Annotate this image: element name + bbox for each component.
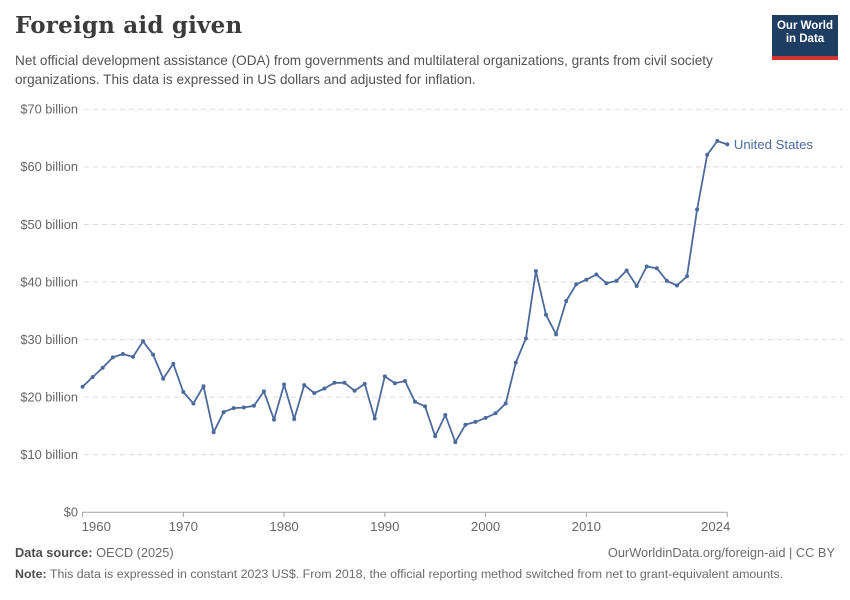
data-source: Data source: OECD (2025) [15,545,174,560]
line-chart: $0 $10 billion $20 billion $30 billion $40 b… [20,102,843,534]
note-label: Note: [15,567,47,581]
data-point-1966[interactable] [141,339,145,344]
x-axis-label-1970: 1970 [169,519,198,534]
data-point-1960[interactable] [80,384,85,389]
data-point-1977[interactable] [251,403,256,408]
data-point-2005[interactable] [533,269,538,274]
data-point-2023[interactable] [715,139,720,143]
data-point-1978[interactable] [261,389,266,394]
data-point-1962[interactable] [100,365,105,370]
data-point-2021[interactable] [695,207,700,212]
data-point-1969[interactable] [171,361,176,366]
data-point-1985[interactable] [332,380,337,385]
data-point-2012[interactable] [604,281,609,286]
data-point-2022[interactable] [705,152,710,157]
data-point-1996[interactable] [443,413,448,417]
data-point-1995[interactable] [433,434,438,439]
data-point-2014[interactable] [624,268,629,273]
data-point-1968[interactable] [161,376,166,381]
data-point-1967[interactable] [151,352,156,357]
data-point-2024[interactable] [725,142,730,147]
data-point-1984[interactable] [322,386,327,391]
data-point-1986[interactable] [342,380,347,385]
data-point-1999[interactable] [473,419,478,424]
data-point-1994[interactable] [423,404,428,409]
data-point-2000[interactable] [483,415,488,420]
y-axis-label-0: $0 [64,505,78,520]
data-point-1993[interactable] [413,399,417,404]
data-point-1989[interactable] [372,416,377,421]
y-axis-label-70: $70 billion [20,102,78,117]
data-point-2009[interactable] [574,282,579,287]
x-axis-label-2024: 2024 [701,519,730,534]
chart-subtitle: Net official development assistance (ODA… [15,53,713,88]
data-point-1963[interactable] [110,355,115,360]
data-point-1965[interactable] [131,354,135,359]
data-point-1976[interactable] [241,405,246,410]
owid-link[interactable]: OurWorldinData.org/foreign-aid | CC BY [607,545,835,560]
owid-logo: Our World in Data [772,15,838,60]
data-point-1990[interactable] [382,374,387,379]
y-axis-label-20: $20 billion [20,389,78,404]
data-point-2004[interactable] [523,336,528,341]
data-point-2015[interactable] [634,284,639,288]
y-axis-label-40: $40 billion [20,274,78,289]
data-point-2002[interactable] [503,401,508,406]
data-point-2011[interactable] [594,272,599,277]
y-axis-label-30: $30 billion [20,332,78,347]
chart-note: Note: This data is expressed in constant… [15,567,835,581]
data-point-1997[interactable] [453,440,458,445]
y-axis-label-10: $10 billion [20,447,78,462]
data-point-1971[interactable] [191,401,196,406]
data-source-value: OECD (2025) [92,545,174,560]
data-point-2018[interactable] [664,278,669,283]
data-point-1983[interactable] [312,391,317,396]
x-axis-label-1980: 1980 [269,519,298,534]
x-axis-label-1960: 1960 [82,519,111,534]
data-source-label: Data source: [15,545,93,560]
data-point-1991[interactable] [392,381,397,386]
footer: Data source: OECD (2025) OurWorldinData.… [15,545,835,560]
data-point-2020[interactable] [685,274,689,279]
data-point-1974[interactable] [221,410,226,415]
data-point-1975[interactable] [231,406,236,411]
series-label-united-states[interactable]: United States [734,137,814,152]
owid-logo-line1: Our World [776,20,833,32]
united-states-line[interactable] [81,140,729,444]
note-value: This data is expressed in constant 2023 … [46,567,784,581]
data-point-2013[interactable] [614,278,619,283]
data-point-1980[interactable] [282,382,287,387]
x-axis-label-2010: 2010 [572,519,601,534]
data-point-1964[interactable] [120,352,125,356]
data-point-1970[interactable] [181,390,186,394]
x-axis-label-2000: 2000 [471,519,500,534]
data-point-2017[interactable] [654,266,659,271]
data-point-1998[interactable] [463,422,468,427]
y-axis-label-50: $50 billion [20,217,78,232]
data-point-2007[interactable] [554,332,559,337]
page-title: Foreign aid given [15,12,243,39]
data-point-1972[interactable] [201,384,206,389]
data-point-2010[interactable] [584,277,589,282]
data-point-1981[interactable] [292,417,297,421]
y-axis-label-60: $60 billion [20,159,78,174]
data-point-1987[interactable] [352,388,357,393]
data-point-1973[interactable] [211,430,216,435]
data-point-2001[interactable] [493,411,498,416]
data-point-2008[interactable] [564,299,569,303]
x-axis-label-1990: 1990 [370,519,399,534]
data-point-2016[interactable] [644,264,649,269]
data-point-1992[interactable] [403,379,407,383]
data-point-2019[interactable] [675,283,679,288]
owid-logo-line2: in Data [785,33,825,45]
data-point-1961[interactable] [90,375,95,379]
data-point-2003[interactable] [513,360,518,365]
data-point-1988[interactable] [362,381,367,386]
data-point-1982[interactable] [302,383,307,388]
data-point-1979[interactable] [272,417,276,422]
data-point-2006[interactable] [544,312,548,317]
